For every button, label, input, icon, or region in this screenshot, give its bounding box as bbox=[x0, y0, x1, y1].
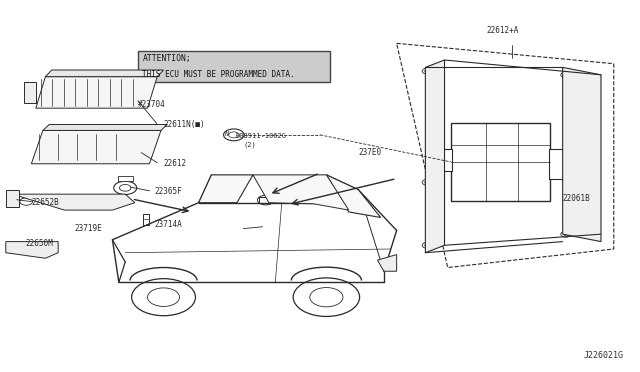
Polygon shape bbox=[36, 77, 157, 108]
Polygon shape bbox=[6, 190, 19, 208]
Polygon shape bbox=[426, 60, 445, 253]
Text: #23704: #23704 bbox=[138, 100, 166, 109]
Text: 22061B: 22061B bbox=[563, 195, 591, 203]
Text: 22612: 22612 bbox=[164, 159, 187, 168]
Text: 23714A: 23714A bbox=[154, 221, 182, 230]
Polygon shape bbox=[6, 241, 58, 258]
FancyBboxPatch shape bbox=[548, 149, 563, 179]
Text: ATTENTION;: ATTENTION; bbox=[143, 54, 191, 64]
Text: J226021G: J226021G bbox=[583, 351, 623, 360]
Text: 23719E: 23719E bbox=[74, 224, 102, 233]
Text: 22650M: 22650M bbox=[25, 239, 52, 248]
Text: Ð08911-1062G: Ð08911-1062G bbox=[236, 133, 287, 139]
Polygon shape bbox=[563, 67, 601, 241]
Polygon shape bbox=[326, 175, 381, 218]
Text: 237E0: 237E0 bbox=[358, 148, 381, 157]
Polygon shape bbox=[198, 175, 253, 203]
Polygon shape bbox=[45, 70, 164, 77]
Text: 22652B: 22652B bbox=[31, 198, 59, 207]
FancyBboxPatch shape bbox=[118, 176, 133, 181]
Polygon shape bbox=[31, 131, 161, 164]
Text: 22365F: 22365F bbox=[154, 187, 182, 196]
FancyBboxPatch shape bbox=[259, 197, 273, 203]
FancyBboxPatch shape bbox=[451, 123, 550, 201]
Polygon shape bbox=[43, 125, 168, 131]
Text: 22612+A: 22612+A bbox=[486, 26, 518, 35]
Text: N: N bbox=[224, 131, 228, 137]
FancyBboxPatch shape bbox=[138, 51, 330, 82]
Text: THIS ECU MUST BE PROGRAMMED DATA.: THIS ECU MUST BE PROGRAMMED DATA. bbox=[143, 70, 295, 78]
FancyBboxPatch shape bbox=[143, 214, 150, 225]
Polygon shape bbox=[253, 175, 349, 210]
Polygon shape bbox=[378, 254, 397, 271]
Text: (2): (2) bbox=[243, 142, 256, 148]
FancyBboxPatch shape bbox=[438, 149, 452, 171]
Text: 22611N(■): 22611N(■) bbox=[164, 121, 205, 129]
Polygon shape bbox=[24, 82, 36, 103]
Polygon shape bbox=[12, 194, 135, 210]
